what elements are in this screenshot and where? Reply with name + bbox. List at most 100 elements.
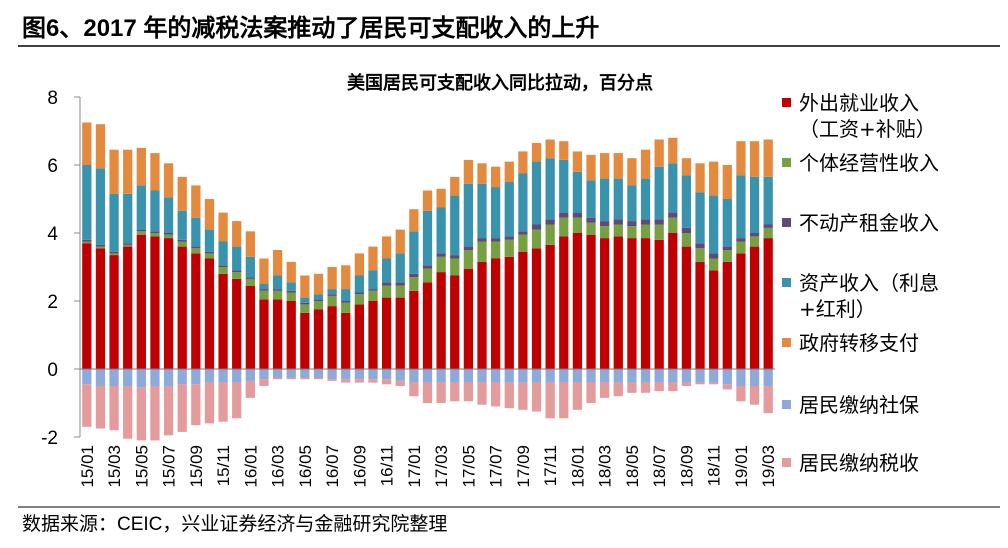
bar-segment — [123, 149, 133, 194]
bar-segment — [709, 369, 719, 383]
x-tick-label: 15/05 — [132, 445, 151, 488]
bar-segment — [109, 253, 119, 256]
bar-segment — [545, 219, 555, 225]
bar-segment — [600, 238, 610, 369]
bar-segment — [341, 379, 351, 383]
bar-segment — [531, 224, 542, 230]
bar-segment — [123, 386, 133, 439]
bar-segment — [150, 386, 160, 441]
y-tick-label: 0 — [47, 360, 58, 381]
bar-segment — [654, 382, 664, 392]
bar-segment — [531, 248, 542, 369]
bar-segment — [422, 210, 433, 266]
bar-segment — [477, 163, 487, 184]
bar-segment — [422, 369, 433, 383]
bar-segment — [627, 238, 637, 369]
bar-segment — [640, 224, 651, 239]
bar-segment — [341, 302, 351, 313]
bar-segment — [463, 183, 474, 247]
bar-segment — [559, 212, 569, 218]
y-tick-label: 4 — [47, 224, 58, 245]
bar-segment — [218, 267, 228, 274]
bar-segment — [272, 369, 283, 378]
bar-segment — [204, 251, 215, 254]
bar-segment — [491, 258, 501, 369]
bar-segment — [177, 176, 187, 211]
bar-segment — [313, 377, 324, 380]
legend-swatch — [782, 218, 791, 227]
legend-label: 资产收入（利息+红利） — [799, 271, 939, 321]
bar-segment — [177, 210, 187, 240]
bar-segment — [545, 382, 555, 419]
bar-segment — [300, 304, 310, 313]
bar-segment — [736, 369, 746, 386]
bar-segment — [218, 212, 228, 242]
bar-segment — [600, 382, 610, 398]
bar-segment — [695, 369, 705, 383]
x-tick-label: 15/07 — [160, 445, 179, 488]
bar-segment — [586, 180, 596, 218]
bar-segment — [109, 251, 119, 254]
bar-segment — [163, 233, 174, 235]
bar-segment — [436, 207, 446, 254]
bar-segment — [545, 158, 555, 220]
legend-label: 居民缴纳税收 — [799, 451, 919, 475]
x-tick-label: 15/11 — [214, 445, 233, 486]
bar-segment — [422, 282, 433, 369]
x-tick-label: 17/11 — [541, 445, 560, 486]
bar-segment — [136, 148, 146, 186]
bar-segment — [422, 190, 433, 211]
bar-segment — [286, 282, 296, 291]
bar-segment — [695, 248, 705, 262]
bar-segment — [586, 154, 596, 181]
bar-segment — [123, 244, 133, 247]
bar-segment — [586, 234, 596, 369]
x-tick-label: 17/07 — [487, 445, 506, 488]
bar-segment — [177, 241, 187, 247]
bar-segment — [327, 295, 337, 307]
x-tick-label: 19/01 — [732, 445, 751, 488]
bar-segment — [150, 236, 160, 369]
bar-segment — [586, 382, 596, 403]
bar-segment — [245, 256, 255, 278]
bar-segment — [654, 219, 664, 225]
bar-segment — [204, 369, 215, 383]
bar-segment — [354, 379, 364, 383]
bar-segment — [286, 369, 296, 378]
bar-segment — [422, 265, 433, 269]
x-tick-label: 18/11 — [705, 445, 724, 486]
bar-segment — [586, 222, 596, 235]
bar-segment — [613, 153, 623, 179]
x-tick-label: 16/01 — [241, 445, 260, 488]
bar-segment — [395, 285, 405, 298]
bar-segment — [586, 369, 596, 383]
bar-segment — [463, 382, 474, 402]
legend-item: 居民缴纳税收 — [782, 450, 941, 476]
bar-segment — [123, 369, 133, 386]
bar-segment — [341, 289, 351, 301]
bar-segment — [600, 226, 610, 239]
bar-segment — [232, 221, 242, 247]
bar-segment — [82, 239, 92, 242]
bar-segment — [395, 282, 405, 286]
bar-segment — [150, 231, 160, 233]
bar-segment — [477, 369, 487, 383]
bar-segment — [272, 289, 283, 291]
bar-segment — [763, 176, 773, 225]
legend-item: 外出就业收入（工资+补贴） — [782, 90, 941, 142]
bar-segment — [422, 268, 433, 283]
y-tick-label: 2 — [47, 292, 58, 313]
bar-segment — [259, 258, 269, 284]
bar-segment — [749, 246, 760, 369]
x-tick-label: 17/09 — [514, 445, 533, 488]
bar-segment — [491, 166, 501, 188]
bar-segment — [559, 236, 569, 369]
x-tick-label: 16/03 — [269, 445, 288, 488]
bar-segment — [163, 386, 174, 436]
bar-segment — [368, 369, 378, 380]
legend-swatch — [782, 400, 791, 409]
bar-segment — [368, 289, 378, 291]
bar-segment — [177, 369, 187, 385]
bar-segment — [736, 238, 746, 242]
bar-segment — [150, 233, 160, 237]
